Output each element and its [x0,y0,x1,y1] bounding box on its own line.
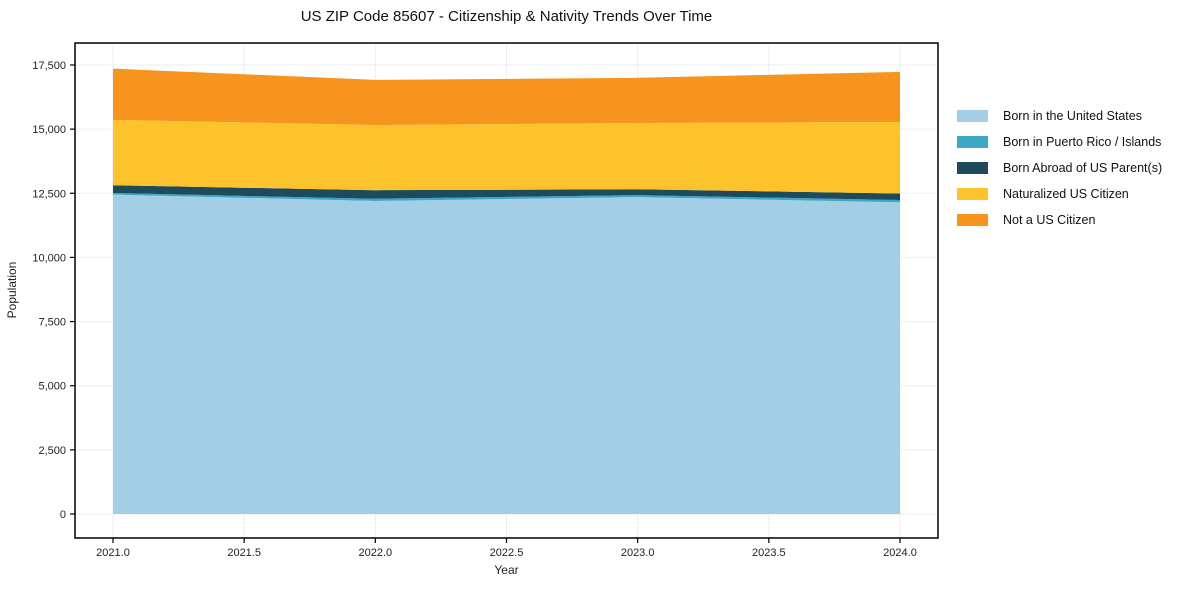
y-tick-label: 2,500 [38,445,66,457]
legend-item-born-us: Born in the United States [957,103,1162,129]
legend-label: Born in Puerto Rico / Islands [1003,135,1162,149]
legend-swatch-not-citizen-icon [957,214,988,226]
legend-swatch-born-us-icon [957,110,988,122]
legend-item-not-citizen: Not a US Citizen [957,207,1162,233]
area-series-1 [113,193,900,203]
chart-title: US ZIP Code 85607 - Citizenship & Nativi… [300,8,713,25]
x-tick-label: 2022.5 [490,547,524,559]
x-axis-label: Year [494,563,519,577]
area-series-3 [113,119,900,194]
legend-label: Naturalized US Citizen [1003,187,1129,201]
y-tick-label: 5,000 [38,381,66,393]
x-tick-label: 2024.0 [883,547,917,559]
y-tick-label: 10,000 [32,252,66,264]
legend-swatch-born-abroad-icon [957,162,988,174]
legend-swatch-naturalized-icon [957,188,988,200]
y-tick-label: 7,500 [38,317,66,329]
x-tick-label: 2021.0 [96,547,130,559]
y-tick-label: 0 [60,509,66,521]
y-axis-label: Population [5,261,19,319]
legend-label: Born in the United States [1003,109,1142,123]
x-tick-label: 2023.5 [752,547,786,559]
legend-swatch-born-pr-icon [957,136,988,148]
x-tick-label: 2023.0 [621,547,655,559]
area-series-0 [113,194,900,514]
legend: Born in the United States Born in Puerto… [957,103,1162,233]
area-series-2 [113,185,900,200]
legend-item-born-abroad: Born Abroad of US Parent(s) [957,155,1162,181]
x-tick-label: 2022.0 [359,547,393,559]
area-series-4 [113,68,900,125]
legend-label: Born Abroad of US Parent(s) [1003,161,1163,175]
x-tick-label: 2021.5 [227,547,261,559]
legend-item-born-pr: Born in Puerto Rico / Islands [957,129,1162,155]
y-tick-label: 12,500 [32,188,66,200]
legend-item-naturalized: Naturalized US Citizen [957,181,1162,207]
y-tick-label: 17,500 [32,60,66,72]
y-tick-label: 15,000 [32,124,66,136]
legend-label: Not a US Citizen [1003,213,1096,227]
